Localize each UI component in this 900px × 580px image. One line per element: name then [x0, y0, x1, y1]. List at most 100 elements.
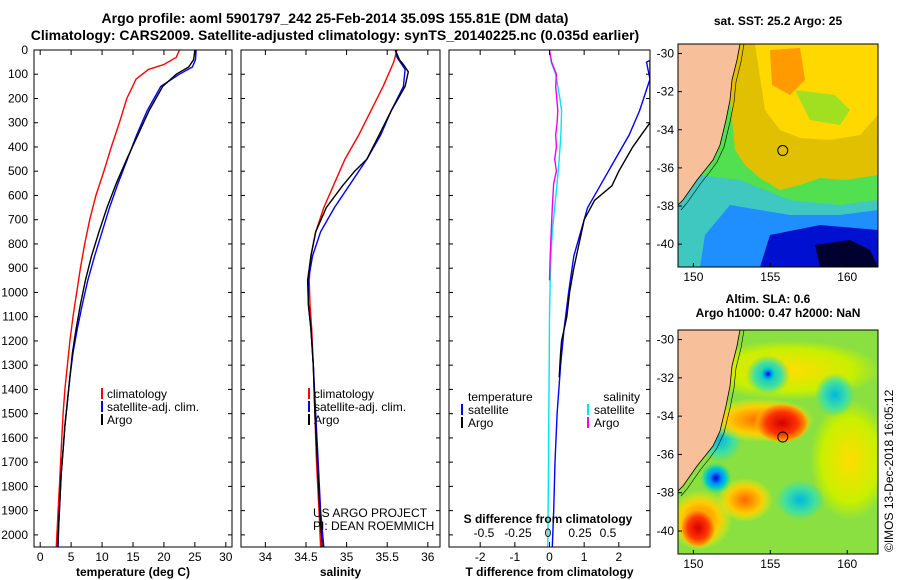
y-tick-label: 1600 [1, 431, 28, 445]
imos-credit: ©IMOS 13-Dec-2018 16:05:12 [882, 389, 896, 552]
x-tick-label: 25 [188, 550, 202, 564]
x-tick-label: 34 [259, 550, 273, 564]
map-x-tick-label: 155 [760, 270, 780, 284]
x-tick-label: -1 [510, 550, 521, 564]
y-tick-label: 1400 [1, 382, 28, 396]
series-line-t-argo [558, 61, 650, 378]
x-tick-label: 35 [340, 550, 354, 564]
sla-map [677, 329, 879, 555]
series-line-satellite-adj-clim- [307, 50, 406, 547]
y-tick-label: 1900 [1, 504, 28, 518]
y-tick-label: 1500 [1, 407, 28, 421]
map-y-tick-label: -30 [657, 333, 675, 347]
y-tick-label: 0 [21, 43, 28, 57]
map-y-tick-label: -36 [657, 161, 675, 175]
plot-frame-temperature [33, 49, 233, 548]
legend-label: Argo [314, 413, 340, 427]
map-x-tick-label: 160 [837, 557, 857, 571]
project-credit: US ARGO PROJECT [313, 506, 428, 520]
pi-credit: PI: DEAN ROEMMICH [313, 519, 434, 533]
sla-cyan-eddy [815, 373, 855, 417]
y-tick-label: 1000 [1, 285, 28, 299]
plot-title-line1: Argo profile: aoml 5901797_242 25-Feb-20… [101, 10, 569, 26]
series-line-argo [306, 50, 410, 547]
legend-title-temperature: temperature [468, 390, 533, 404]
legend-label: satellite [468, 403, 509, 417]
x-tick-label: 20 [157, 550, 171, 564]
x-axis-label-salinity-diff: S difference from climatology [464, 512, 633, 526]
sst-shelf-contour [680, 44, 745, 211]
x-tick-label: 36 [421, 550, 435, 564]
y-tick-label: 200 [8, 91, 28, 105]
s-diff-tick-label: 0 [545, 526, 552, 540]
x-tick-label: 1 [581, 550, 588, 564]
sla-map-frame [677, 329, 879, 555]
y-tick-label: 1200 [1, 334, 28, 348]
map-y-tick-label: -30 [657, 47, 675, 61]
sla-red-eddy [754, 403, 810, 443]
y-tick-label: 2000 [1, 528, 28, 542]
series-line-s-argo [548, 50, 559, 281]
y-tick-label: 500 [8, 164, 28, 178]
sst-orange-patch [770, 48, 805, 95]
sla-coastline [678, 330, 741, 492]
sla-profile-marker [777, 431, 789, 443]
plot-frame-salinity [240, 49, 441, 548]
sla-blue-eddy [759, 365, 777, 383]
y-tick-label: 1800 [1, 479, 28, 493]
legend-label: Argo [594, 416, 620, 430]
sla-map-title-line1: Altim. SLA: 0.6 [726, 292, 811, 306]
series-line-argo [56, 50, 196, 547]
x-tick-label: 30 [219, 550, 233, 564]
map-x-tick-label: 155 [760, 557, 780, 571]
legend-label: climatology [314, 387, 374, 401]
y-tick-label: 600 [8, 188, 28, 202]
x-tick-label: 0 [37, 550, 44, 564]
sla-orange-area [717, 478, 773, 522]
map-x-tick-label: 150 [683, 557, 703, 571]
x-axis-label-temperature: temperature (deg C) [76, 565, 190, 579]
series-line-t-satellite [551, 59, 650, 547]
map-x-tick-label: 160 [837, 270, 857, 284]
plot-title-line2: Climatology: CARS2009. Satellite-adjuste… [30, 27, 640, 43]
x-tick-label: 10 [95, 550, 109, 564]
series-line-s-satellite [547, 50, 563, 547]
sla-yellow-band [810, 400, 878, 520]
sst-land [678, 44, 740, 205]
map-x-tick-label: 150 [683, 270, 703, 284]
sst-green-patch [795, 90, 850, 125]
map-y-tick-label: -38 [657, 486, 675, 500]
map-y-tick-label: -40 [657, 237, 675, 251]
y-tick-label: 1300 [1, 358, 28, 372]
sla-blue-eddy [700, 462, 732, 494]
series-line-satellite-adj-clim- [57, 50, 197, 547]
legend-label: satellite [594, 403, 635, 417]
x-tick-label: 35.5 [376, 550, 400, 564]
s-diff-tick-label: 0.5 [600, 526, 617, 540]
map-y-tick-label: -32 [657, 371, 675, 385]
y-tick-label: 300 [8, 116, 28, 130]
sst-map [677, 43, 879, 268]
y-tick-label: 400 [8, 140, 28, 154]
x-tick-label: 34.5 [294, 550, 318, 564]
s-diff-tick-label: -0.5 [474, 526, 495, 540]
sla-cyan-eddy [775, 480, 825, 520]
x-axis-label-salinity: salinity [320, 565, 362, 579]
x-tick-label: -2 [475, 550, 486, 564]
sla-land [678, 330, 740, 491]
x-tick-label: 5 [68, 550, 75, 564]
y-tick-label: 1100 [2, 310, 28, 324]
s-diff-tick-label: 0.25 [568, 526, 592, 540]
map-y-tick-label: -34 [657, 123, 675, 137]
y-tick-label: 100 [8, 67, 28, 81]
x-tick-label: 2 [615, 550, 622, 564]
legend-label: Argo [107, 413, 133, 427]
y-tick-label: 1700 [1, 455, 28, 469]
map-y-tick-label: -38 [657, 199, 675, 213]
x-tick-label: 15 [126, 550, 140, 564]
legend-label: Argo [468, 416, 494, 430]
map-y-tick-label: -34 [657, 409, 675, 423]
legend-title-salinity: salinity [603, 390, 640, 404]
y-tick-label: 900 [8, 261, 28, 275]
